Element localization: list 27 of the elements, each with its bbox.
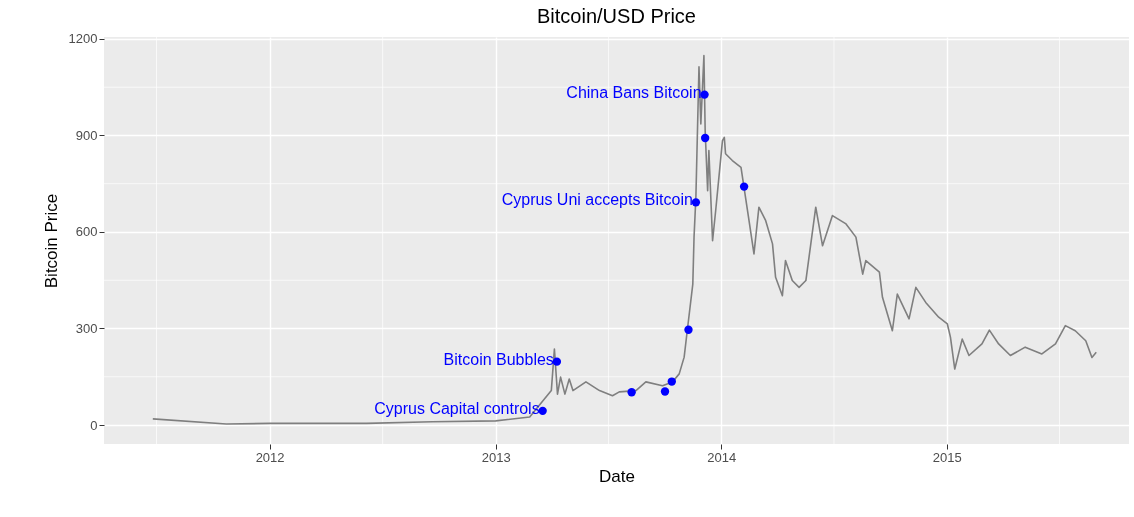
y-tick-label: 1200 bbox=[68, 31, 98, 47]
annotation: Cyprus Uni accepts Bitcoin bbox=[501, 191, 693, 209]
point bbox=[700, 90, 709, 99]
x-tick-label: 2014 bbox=[707, 449, 737, 465]
x-axis-title: Date bbox=[599, 466, 635, 486]
x-tick-label: 2012 bbox=[255, 449, 285, 465]
annotation: Bitcoin Bubbles bbox=[443, 350, 554, 368]
point bbox=[739, 182, 749, 191]
y-tick-label: 900 bbox=[75, 127, 98, 143]
line-series bbox=[152, 54, 1098, 425]
y-tick-label: 300 bbox=[75, 321, 98, 336]
x-tick-label: 2015 bbox=[932, 449, 962, 465]
y-axis-title: Bitcoin Price bbox=[41, 193, 61, 289]
y-tick-label: 600 bbox=[75, 224, 98, 240]
point bbox=[667, 377, 676, 386]
point bbox=[691, 198, 701, 207]
point bbox=[660, 387, 670, 396]
annotation: China Bans Bitcoin bbox=[566, 83, 702, 101]
x-tick-label: 2013 bbox=[481, 449, 511, 465]
point bbox=[684, 325, 693, 334]
chart-title: Bitcoin/USD Price bbox=[537, 4, 696, 27]
y-tick-label: 0 bbox=[90, 417, 98, 433]
point bbox=[538, 406, 547, 416]
point bbox=[700, 133, 710, 143]
point bbox=[627, 388, 636, 397]
annotation: Cyprus Capital controls bbox=[374, 399, 540, 417]
point bbox=[552, 357, 562, 366]
